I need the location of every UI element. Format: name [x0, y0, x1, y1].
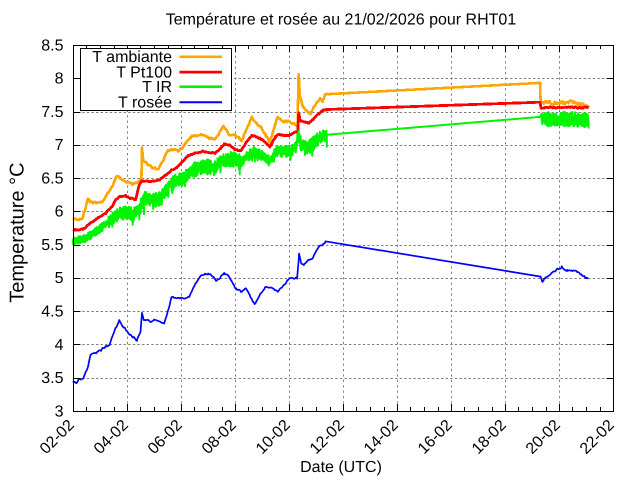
svg-text:6: 6 [55, 204, 64, 221]
svg-text:8: 8 [55, 71, 64, 88]
svg-text:5: 5 [55, 270, 64, 287]
svg-text:3: 3 [55, 403, 64, 420]
svg-text:7.5: 7.5 [41, 104, 63, 121]
svg-text:Temperature °C: Temperature °C [7, 162, 29, 302]
svg-text:4: 4 [55, 337, 64, 354]
svg-text:T rosée: T rosée [118, 95, 172, 112]
svg-text:7: 7 [55, 137, 64, 154]
svg-text:Date (UTC): Date (UTC) [300, 459, 382, 476]
svg-text:T Pt100: T Pt100 [116, 64, 172, 81]
svg-text:8.5: 8.5 [41, 37, 63, 54]
svg-text:3.5: 3.5 [41, 370, 63, 387]
svg-text:T IR: T IR [142, 79, 172, 96]
svg-text:6.5: 6.5 [41, 170, 63, 187]
svg-text:5.5: 5.5 [41, 237, 63, 254]
svg-text:T ambiante: T ambiante [92, 49, 172, 66]
svg-text:Température et rosée au 21/02/: Température et rosée au 21/02/2026 pour … [166, 12, 517, 29]
svg-text:4.5: 4.5 [41, 304, 63, 321]
